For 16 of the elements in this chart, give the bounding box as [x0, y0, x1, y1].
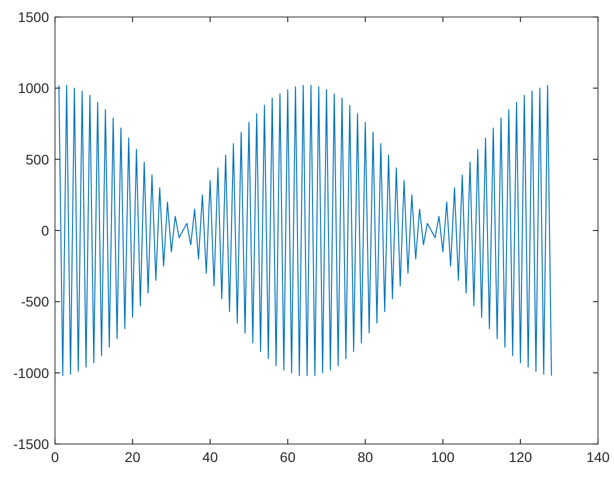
y-tick-label: -1000	[13, 364, 50, 381]
x-tick-label: 120	[508, 449, 532, 465]
y-tick-label: 1000	[18, 80, 50, 96]
y-tick-label: -500	[20, 294, 50, 310]
line-series	[58, 84, 552, 376]
y-tick-label: 1500	[18, 9, 50, 25]
x-tick-label: 100	[431, 449, 455, 465]
x-tick-label: 40	[202, 449, 218, 465]
x-tick-label: 80	[357, 449, 374, 465]
y-tick-label: -1500	[13, 436, 50, 452]
x-tick-label: 140	[586, 449, 610, 465]
x-tick-label: 20	[124, 449, 141, 465]
x-tick-label: 0	[51, 449, 60, 465]
y-tick-label: 500	[26, 151, 50, 168]
y-tick-label: 0	[41, 222, 50, 238]
x-tick-label: 60	[280, 449, 296, 465]
